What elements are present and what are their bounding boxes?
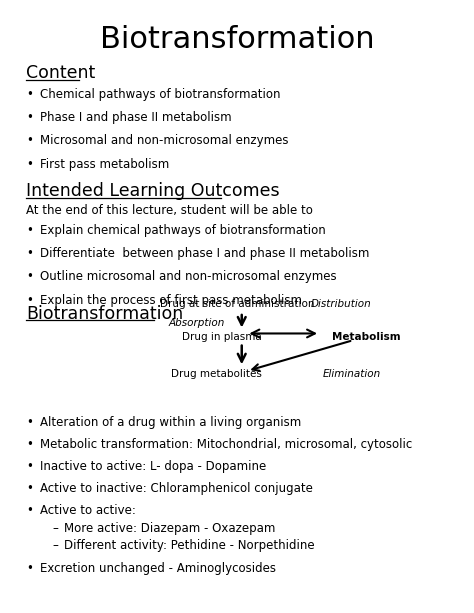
Text: Explain the process of first pass metabolism: Explain the process of first pass metabo… [40,294,302,306]
Text: Drug in plasma: Drug in plasma [182,332,262,342]
Text: Explain chemical pathways of biotransformation: Explain chemical pathways of biotransfor… [40,224,326,237]
Text: Drug at site of administration: Drug at site of administration [160,299,314,309]
Text: •: • [26,247,33,260]
Text: Alteration of a drug within a living organism: Alteration of a drug within a living org… [40,416,301,428]
Text: •: • [26,294,33,306]
Text: More active: Diazepam - Oxazepam: More active: Diazepam - Oxazepam [64,522,275,535]
Text: •: • [26,562,33,574]
Text: •: • [26,482,33,495]
Text: Active to inactive: Chloramphenicol conjugate: Active to inactive: Chloramphenicol conj… [40,482,313,495]
Text: •: • [26,504,33,517]
Text: Elimination: Elimination [322,369,381,379]
Text: Active to active:: Active to active: [40,504,136,517]
Text: Phase I and phase II metabolism: Phase I and phase II metabolism [40,111,232,124]
Text: •: • [26,438,33,451]
Text: Biotransformation: Biotransformation [100,25,374,53]
Text: First pass metabolism: First pass metabolism [40,158,170,170]
Text: –: – [52,522,58,535]
Text: Biotransformation: Biotransformation [26,305,183,322]
Text: Intended Learning Outcomes: Intended Learning Outcomes [26,182,280,200]
Text: Absorption: Absorption [168,318,225,328]
Text: •: • [26,270,33,283]
Text: •: • [26,134,33,147]
Text: •: • [26,224,33,237]
Text: •: • [26,111,33,124]
Text: Content: Content [26,64,95,82]
Text: Distribution: Distribution [310,299,371,309]
Text: Inactive to active: L- dopa - Dopamine: Inactive to active: L- dopa - Dopamine [40,460,266,473]
Text: Excretion unchanged - Aminoglycosides: Excretion unchanged - Aminoglycosides [40,562,276,574]
Text: Drug metabolites: Drug metabolites [171,369,262,379]
Text: –: – [52,539,58,552]
Text: At the end of this lecture, student will be able to: At the end of this lecture, student will… [26,204,313,217]
Text: Differentiate  between phase I and phase II metabolism: Differentiate between phase I and phase … [40,247,370,260]
Text: Microsomal and non-microsomal enzymes: Microsomal and non-microsomal enzymes [40,134,289,147]
Text: •: • [26,460,33,473]
Text: Outline microsomal and non-microsomal enzymes: Outline microsomal and non-microsomal en… [40,270,337,283]
Text: •: • [26,88,33,101]
Text: Metabolism: Metabolism [332,332,401,342]
Text: •: • [26,158,33,170]
Text: Chemical pathways of biotransformation: Chemical pathways of biotransformation [40,88,281,101]
Text: Different activity: Pethidine - Norpethidine: Different activity: Pethidine - Norpethi… [64,539,315,552]
Text: Metabolic transformation: Mitochondrial, microsomal, cytosolic: Metabolic transformation: Mitochondrial,… [40,438,412,451]
Text: •: • [26,416,33,428]
